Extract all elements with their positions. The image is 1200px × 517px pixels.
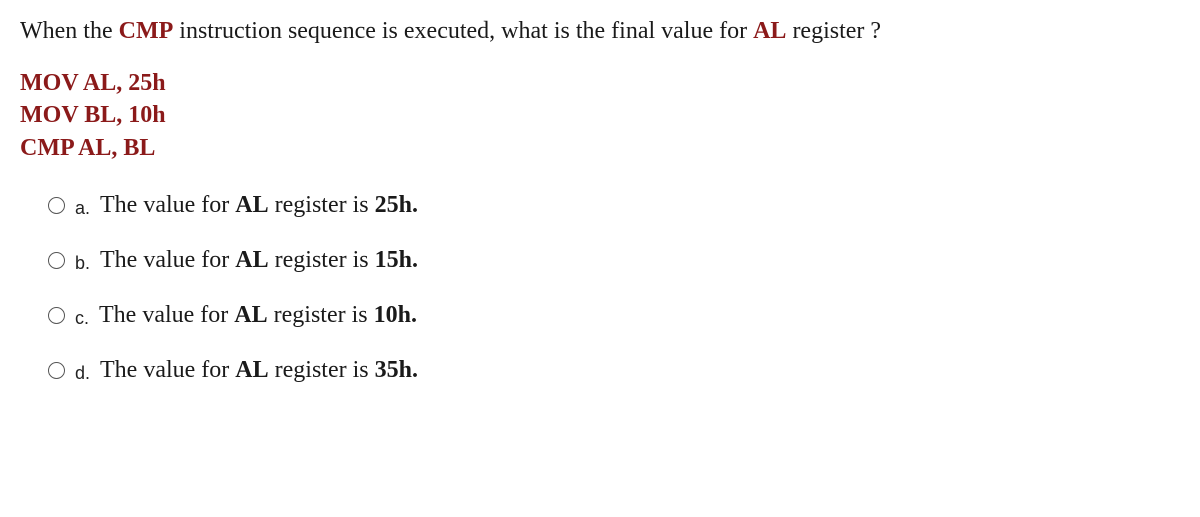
option-d-val: 35h <box>375 357 412 383</box>
option-a-pre: The value for <box>100 192 235 218</box>
radio-b[interactable] <box>48 252 65 269</box>
option-c-text: The value for AL register is 10h. <box>99 302 417 329</box>
option-c-label: c. <box>75 308 89 329</box>
option-c[interactable]: c. The value for AL register is 10h. <box>48 302 1180 329</box>
radio-c[interactable] <box>48 307 65 324</box>
option-d-post: . <box>412 357 418 383</box>
question-mid: instruction sequence is executed, what i… <box>173 18 753 44</box>
option-d-mid: register is <box>269 357 375 383</box>
option-b-val: 15h <box>375 247 412 273</box>
option-d-text: The value for AL register is 35h. <box>100 357 418 384</box>
option-a-post: . <box>412 192 418 218</box>
code-line-3: CMP AL, BL <box>20 132 1180 164</box>
option-c-pre: The value for <box>99 302 234 328</box>
radio-d[interactable] <box>48 362 65 379</box>
question-highlight-cmp: CMP <box>119 18 174 44</box>
option-c-post: . <box>411 302 417 328</box>
option-a-val: 25h <box>375 192 412 218</box>
option-c-reg: AL <box>234 302 267 328</box>
options-group: a. The value for AL register is 25h. b. … <box>20 192 1180 384</box>
code-block: MOV AL, 25h MOV BL, 10h CMP AL, BL <box>20 67 1180 164</box>
option-b-mid: register is <box>269 247 375 273</box>
option-b-pre: The value for <box>100 247 235 273</box>
question-highlight-al: AL <box>753 18 786 44</box>
option-a[interactable]: a. The value for AL register is 25h. <box>48 192 1180 219</box>
question-text: When the CMP instruction sequence is exe… <box>20 18 1180 45</box>
option-c-mid: register is <box>268 302 374 328</box>
option-a-reg: AL <box>235 192 268 218</box>
code-line-1: MOV AL, 25h <box>20 67 1180 99</box>
option-b-post: . <box>412 247 418 273</box>
option-d-reg: AL <box>235 357 268 383</box>
option-b-label: b. <box>75 253 90 274</box>
code-line-2: MOV BL, 10h <box>20 99 1180 131</box>
question-prefix: When the <box>20 18 119 44</box>
option-a-mid: register is <box>269 192 375 218</box>
question-suffix: register ? <box>786 18 881 44</box>
option-d-label: d. <box>75 363 90 384</box>
option-c-val: 10h <box>374 302 411 328</box>
option-b[interactable]: b. The value for AL register is 15h. <box>48 247 1180 274</box>
option-b-text: The value for AL register is 15h. <box>100 247 418 274</box>
option-b-reg: AL <box>235 247 268 273</box>
option-d-pre: The value for <box>100 357 235 383</box>
option-a-text: The value for AL register is 25h. <box>100 192 418 219</box>
option-d[interactable]: d. The value for AL register is 35h. <box>48 357 1180 384</box>
option-a-label: a. <box>75 198 90 219</box>
radio-a[interactable] <box>48 197 65 214</box>
